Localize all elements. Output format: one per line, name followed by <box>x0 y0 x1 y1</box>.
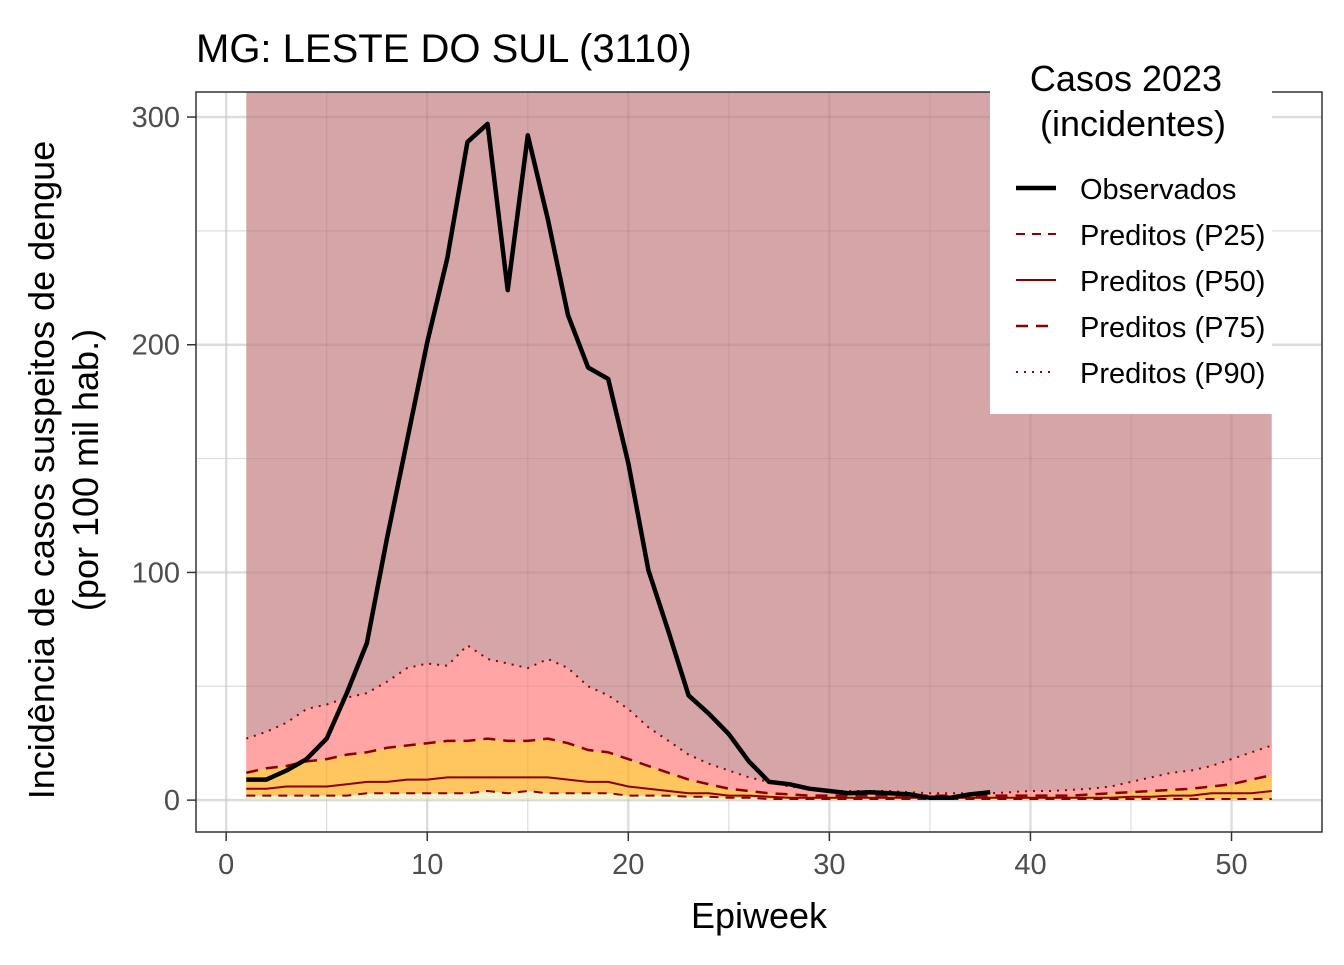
y-tick-label: 300 <box>132 102 180 134</box>
chart-title: MG: LESTE DO SUL (3110) <box>196 27 692 71</box>
legend-title-line2: (incidentes) <box>1040 103 1226 144</box>
x-tick-label: 10 <box>411 849 443 881</box>
x-tick-label: 50 <box>1215 849 1247 881</box>
panel-border <box>195 91 1323 833</box>
x-axis: 0 10 20 30 40 50 <box>218 832 1248 881</box>
x-tick-label: 20 <box>612 849 644 881</box>
band-p50-p75 <box>246 738 1272 798</box>
x-axis-label: Epiweek <box>691 895 828 936</box>
legend-label-p90: Preditos (P90) <box>1080 358 1265 390</box>
series-line-p75 <box>246 737 1272 797</box>
legend: Casos 2023 (incidentes) Observados Predi… <box>990 52 1272 414</box>
legend-title-line1: Casos 2023 <box>1030 58 1222 99</box>
y-tick-label: 200 <box>132 330 180 362</box>
legend-label-p75: Preditos (P75) <box>1080 312 1265 344</box>
x-tick-label: 40 <box>1014 849 1046 881</box>
legend-label-p50: Preditos (P50) <box>1080 266 1265 298</box>
y-tick-label: 0 <box>164 785 180 817</box>
y-axis: 0 100 200 300 <box>132 102 196 817</box>
series-line-p50 <box>246 776 1272 799</box>
band-p75-p90 <box>246 645 1272 796</box>
line-layer <box>245 121 1273 801</box>
x-tick-label: 0 <box>218 849 234 881</box>
legend-label-p25: Preditos (P25) <box>1080 220 1265 252</box>
y-axis-label-line2: (por 100 mil hab.) <box>65 329 106 611</box>
band-p25-p50 <box>246 777 1272 799</box>
x-tick-label: 30 <box>813 849 845 881</box>
series-line-observados <box>246 121 991 801</box>
y-tick-label: 100 <box>132 557 180 589</box>
y-axis-label-line1: Incidência de casos suspeitos de dengue <box>21 141 62 799</box>
series-line-p25 <box>246 789 1272 800</box>
legend-label-observados: Observados <box>1080 174 1236 206</box>
